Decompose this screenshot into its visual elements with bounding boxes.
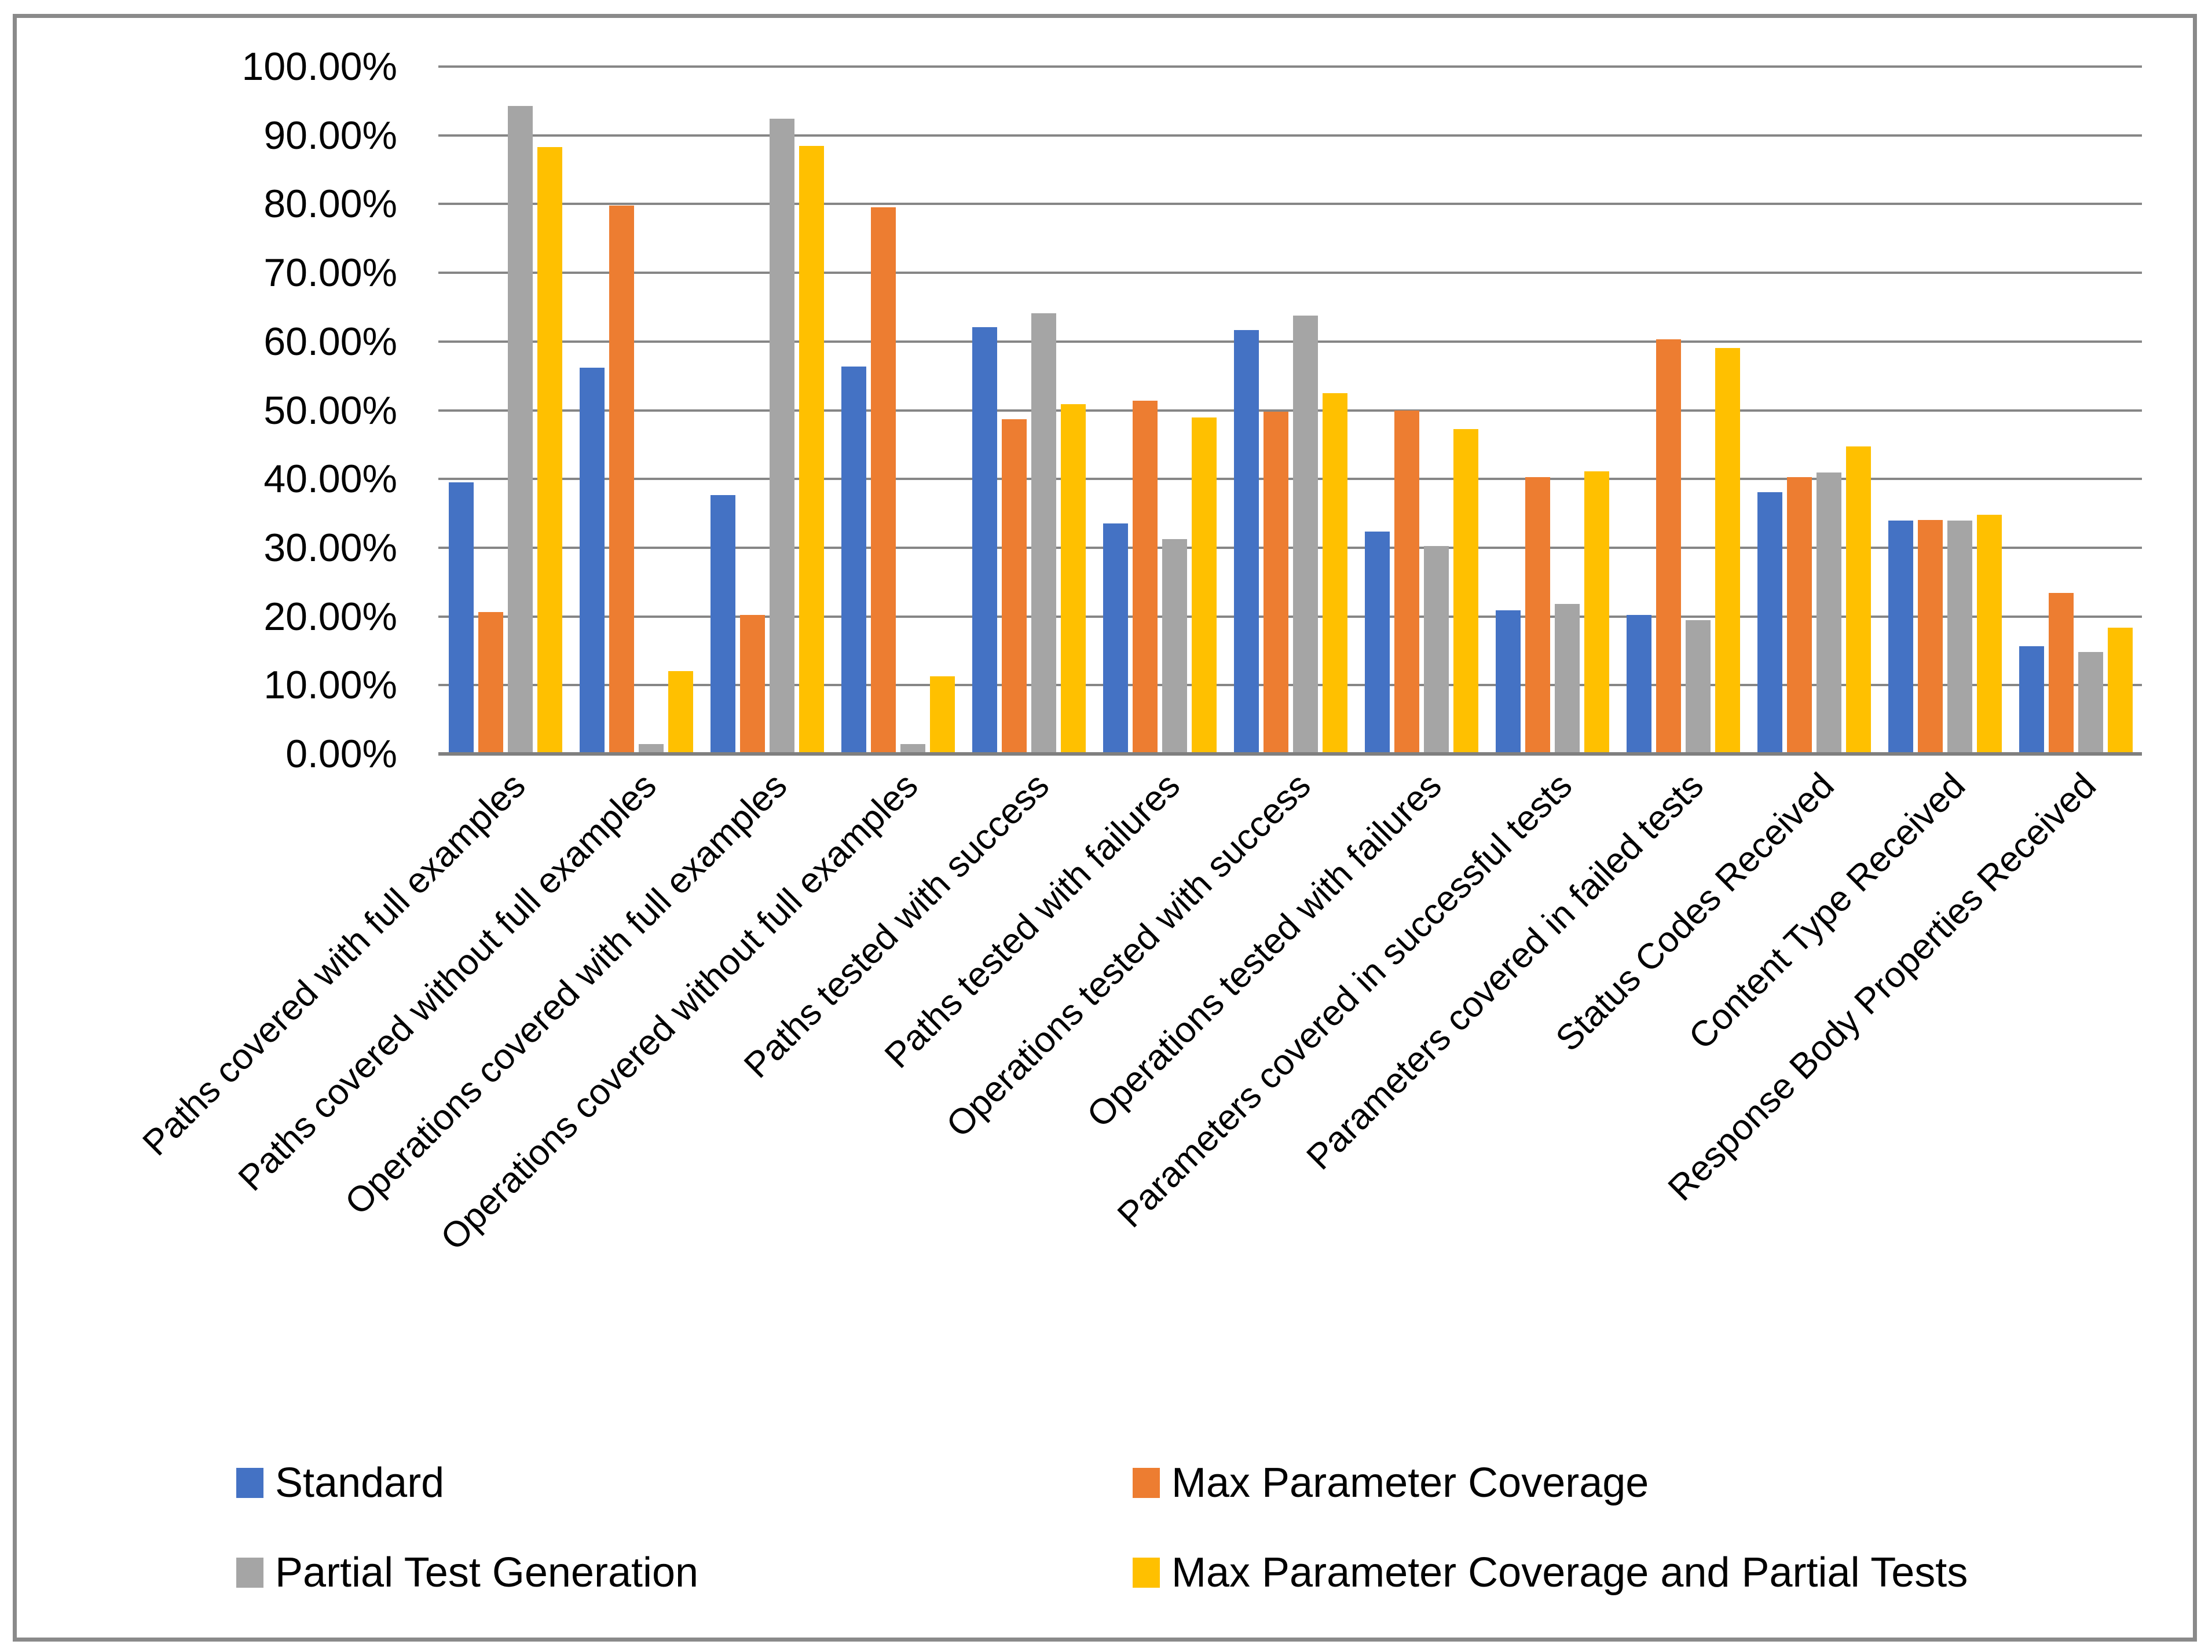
legend-label: Max Parameter Coverage [1171, 1460, 1649, 1506]
bar-max-parameter-coverage-status-codes-received [1787, 477, 1812, 752]
y-axis-tick-label: 70.00% [263, 251, 397, 295]
bar-max-parameter-coverage-parameters-covered-in-successful-tests [1525, 477, 1550, 752]
bar-max-parameter-coverage-and-partial-tests-paths-covered-with-full-examples [537, 147, 562, 752]
gridline [438, 409, 2142, 412]
bar-max-parameter-coverage-and-partial-tests-parameters-covered-in-successful-tests [1584, 471, 1609, 752]
bar-max-parameter-coverage-paths-tested-with-success [1002, 419, 1027, 752]
y-axis-tick-label: 40.00% [263, 457, 397, 501]
bar-max-parameter-coverage-operations-covered-without-full-examples [871, 207, 896, 752]
bar-partial-test-generation-operations-tested-with-success [1293, 316, 1318, 752]
bar-partial-test-generation-response-body-properties-received [2078, 652, 2103, 752]
bar-max-parameter-coverage-operations-covered-with-full-examples [740, 615, 765, 752]
bar-max-parameter-coverage-operations-tested-with-success [1264, 412, 1288, 752]
bar-max-parameter-coverage-operations-tested-with-failures [1394, 411, 1419, 752]
legend-swatch-max-parameter-coverage [1133, 1468, 1160, 1498]
bar-standard-parameters-covered-in-failed-tests [1627, 615, 1651, 752]
bar-standard-operations-tested-with-success [1234, 330, 1259, 752]
bar-partial-test-generation-parameters-covered-in-failed-tests [1686, 620, 1711, 752]
y-axis-tick-label: 90.00% [263, 113, 397, 157]
bar-max-parameter-coverage-response-body-properties-received [2049, 593, 2074, 752]
bar-partial-test-generation-paths-tested-with-failures [1162, 539, 1187, 752]
y-axis-tick-label: 30.00% [263, 525, 397, 570]
bar-max-parameter-coverage-paths-tested-with-failures [1133, 401, 1158, 752]
x-axis-category-label: Parameters covered in successful tests [1110, 765, 1580, 1236]
gridline [438, 478, 2142, 481]
legend-item-max-parameter-coverage-and-partial-tests: Max Parameter Coverage and Partial Tests [1133, 1552, 1968, 1594]
bar-standard-operations-covered-with-full-examples [711, 495, 735, 752]
bar-partial-test-generation-operations-covered-with-full-examples [770, 119, 794, 752]
y-axis-tick-label: 60.00% [263, 319, 397, 364]
bar-standard-status-codes-received [1757, 492, 1782, 752]
bar-max-parameter-coverage-parameters-covered-in-failed-tests [1656, 339, 1681, 752]
bar-standard-operations-tested-with-failures [1365, 532, 1390, 752]
y-axis-tick-label: 0.00% [285, 732, 397, 776]
gridline [438, 134, 2142, 137]
figure-border [13, 14, 2197, 1642]
legend-swatch-max-parameter-coverage-and-partial-tests [1133, 1558, 1160, 1588]
bar-max-parameter-coverage-paths-covered-without-full-examples [609, 206, 634, 752]
bar-max-parameter-coverage-and-partial-tests-content-type-received [1977, 515, 2002, 752]
bar-partial-test-generation-paths-tested-with-success [1031, 313, 1056, 752]
bar-max-parameter-coverage-paths-covered-with-full-examples [478, 612, 503, 752]
bar-standard-paths-tested-with-success [972, 327, 997, 752]
bar-max-parameter-coverage-and-partial-tests-operations-covered-without-full-examples [930, 676, 955, 752]
bar-max-parameter-coverage-and-partial-tests-response-body-properties-received [2108, 628, 2133, 752]
gridline [438, 684, 2142, 687]
legend-label: Standard [275, 1460, 445, 1506]
bar-standard-paths-covered-without-full-examples [580, 368, 605, 752]
gridline [438, 65, 2142, 68]
legend-label: Max Parameter Coverage and Partial Tests [1171, 1550, 1968, 1596]
y-axis-tick-label: 10.00% [263, 663, 397, 708]
legend-item-max-parameter-coverage: Max Parameter Coverage [1133, 1462, 1649, 1504]
bar-max-parameter-coverage-and-partial-tests-operations-covered-with-full-examples [799, 146, 824, 752]
legend-item-partial-test-generation: Partial Test Generation [236, 1552, 698, 1594]
bar-standard-parameters-covered-in-successful-tests [1496, 610, 1521, 752]
legend-label: Partial Test Generation [275, 1550, 699, 1596]
bar-standard-paths-tested-with-failures [1103, 523, 1128, 752]
gridline [438, 546, 2142, 549]
bar-partial-test-generation-parameters-covered-in-successful-tests [1555, 604, 1580, 752]
bar-standard-content-type-received [1888, 521, 1913, 752]
bar-partial-test-generation-status-codes-received [1817, 472, 1841, 752]
bar-max-parameter-coverage-and-partial-tests-operations-tested-with-failures [1453, 429, 1478, 752]
legend-item-standard: Standard [236, 1462, 444, 1504]
gridline [438, 615, 2142, 618]
bar-partial-test-generation-paths-covered-with-full-examples [508, 106, 533, 752]
gridline [438, 340, 2142, 343]
bar-max-parameter-coverage-and-partial-tests-paths-tested-with-failures [1192, 417, 1217, 752]
legend-swatch-standard [236, 1468, 263, 1498]
bar-partial-test-generation-content-type-received [1947, 521, 1972, 752]
bar-standard-operations-covered-without-full-examples [841, 367, 866, 752]
bar-max-parameter-coverage-and-partial-tests-paths-tested-with-success [1061, 404, 1086, 752]
bar-max-parameter-coverage-and-partial-tests-operations-tested-with-success [1323, 393, 1347, 752]
x-axis-category-label: Operations covered without full examples [433, 765, 926, 1258]
bar-standard-paths-covered-with-full-examples [449, 482, 474, 752]
y-axis-tick-label: 100.00% [241, 45, 397, 89]
bar-partial-test-generation-operations-tested-with-failures [1424, 546, 1449, 752]
gridline [438, 203, 2142, 206]
y-axis-tick-label: 20.00% [263, 594, 397, 639]
y-axis-tick-label: 50.00% [263, 388, 397, 433]
gridline [438, 272, 2142, 274]
x-axis-line [438, 752, 2142, 756]
y-axis-tick-label: 80.00% [263, 182, 397, 226]
bar-partial-test-generation-paths-covered-without-full-examples [639, 744, 664, 752]
bar-max-parameter-coverage-content-type-received [1918, 520, 1943, 752]
legend-swatch-partial-test-generation [236, 1558, 263, 1588]
bar-max-parameter-coverage-and-partial-tests-status-codes-received [1846, 446, 1871, 752]
bar-max-parameter-coverage-and-partial-tests-parameters-covered-in-failed-tests [1715, 348, 1740, 752]
bar-standard-response-body-properties-received [2019, 646, 2044, 752]
bar-max-parameter-coverage-and-partial-tests-paths-covered-without-full-examples [668, 671, 693, 752]
bar-partial-test-generation-operations-covered-without-full-examples [900, 744, 925, 752]
